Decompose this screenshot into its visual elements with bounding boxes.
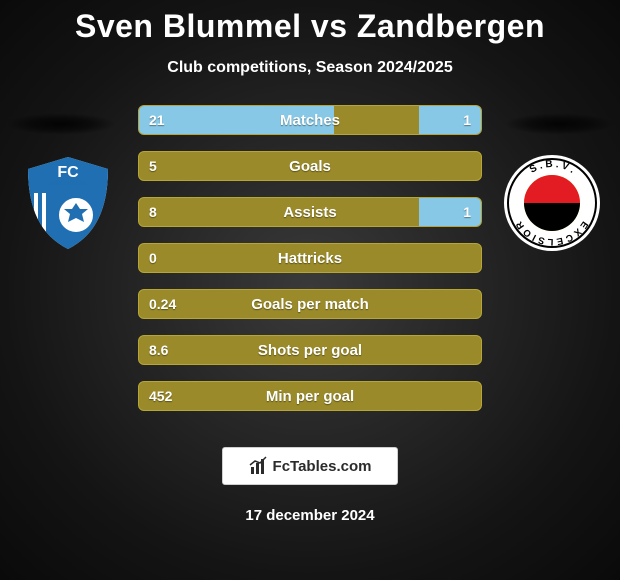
- player-shadow-left: [6, 113, 116, 135]
- stat-value-left: 0: [139, 244, 167, 272]
- brand-chart-icon: [249, 456, 269, 476]
- stat-value-left: 8.6: [139, 336, 178, 364]
- subtitle: Club competitions, Season 2024/2025: [0, 59, 620, 77]
- svg-text:FC: FC: [57, 164, 79, 181]
- stat-row: Assists8 1: [138, 197, 482, 227]
- stat-label: Hattricks: [139, 244, 481, 272]
- stat-value-left: 452: [139, 382, 182, 410]
- stat-value-left: 21: [139, 106, 175, 134]
- stat-row: Matches21 1: [138, 105, 482, 135]
- brand-box[interactable]: FcTables.com: [222, 447, 398, 485]
- stat-row: Goals per match0.24: [138, 289, 482, 319]
- stat-value-left: 8: [139, 198, 167, 226]
- stat-row: Min per goal452: [138, 381, 482, 411]
- stat-label: Min per goal: [139, 382, 481, 410]
- stat-row: Shots per goal8.6: [138, 335, 482, 365]
- stat-value-left: 5: [139, 152, 167, 180]
- comparison-stage: FC EINDHOVEN S . B . V . E X C E L S I O…: [0, 105, 620, 425]
- stat-label: Matches: [139, 106, 481, 134]
- stat-bars: Matches21 1 Goals5 Assists8 1 Hattricks0 Goals…: [138, 105, 482, 427]
- stat-row: Hattricks0: [138, 243, 482, 273]
- brand-label: FcTables.com: [273, 458, 372, 475]
- stat-value-left: 0.24: [139, 290, 186, 318]
- page-title: Sven Blummel vs Zandbergen: [0, 0, 620, 45]
- stat-label: Goals per match: [139, 290, 481, 318]
- footer-date: 17 december 2024: [0, 507, 620, 524]
- excelsior-logo-icon: S . B . V . E X C E L S I O R: [502, 153, 602, 253]
- svg-text:EINDHOVEN: EINDHOVEN: [50, 181, 86, 187]
- team-logo-right: S . B . V . E X C E L S I O R: [502, 153, 602, 253]
- eindhoven-logo-icon: FC EINDHOVEN: [18, 153, 118, 253]
- stat-value-right: 1: [453, 106, 481, 134]
- stat-label: Goals: [139, 152, 481, 180]
- player-shadow-right: [504, 113, 614, 135]
- team-logo-left: FC EINDHOVEN: [18, 153, 118, 253]
- stat-value-right: 1: [453, 198, 481, 226]
- stat-label: Assists: [139, 198, 481, 226]
- stat-label: Shots per goal: [139, 336, 481, 364]
- stat-row: Goals5: [138, 151, 482, 181]
